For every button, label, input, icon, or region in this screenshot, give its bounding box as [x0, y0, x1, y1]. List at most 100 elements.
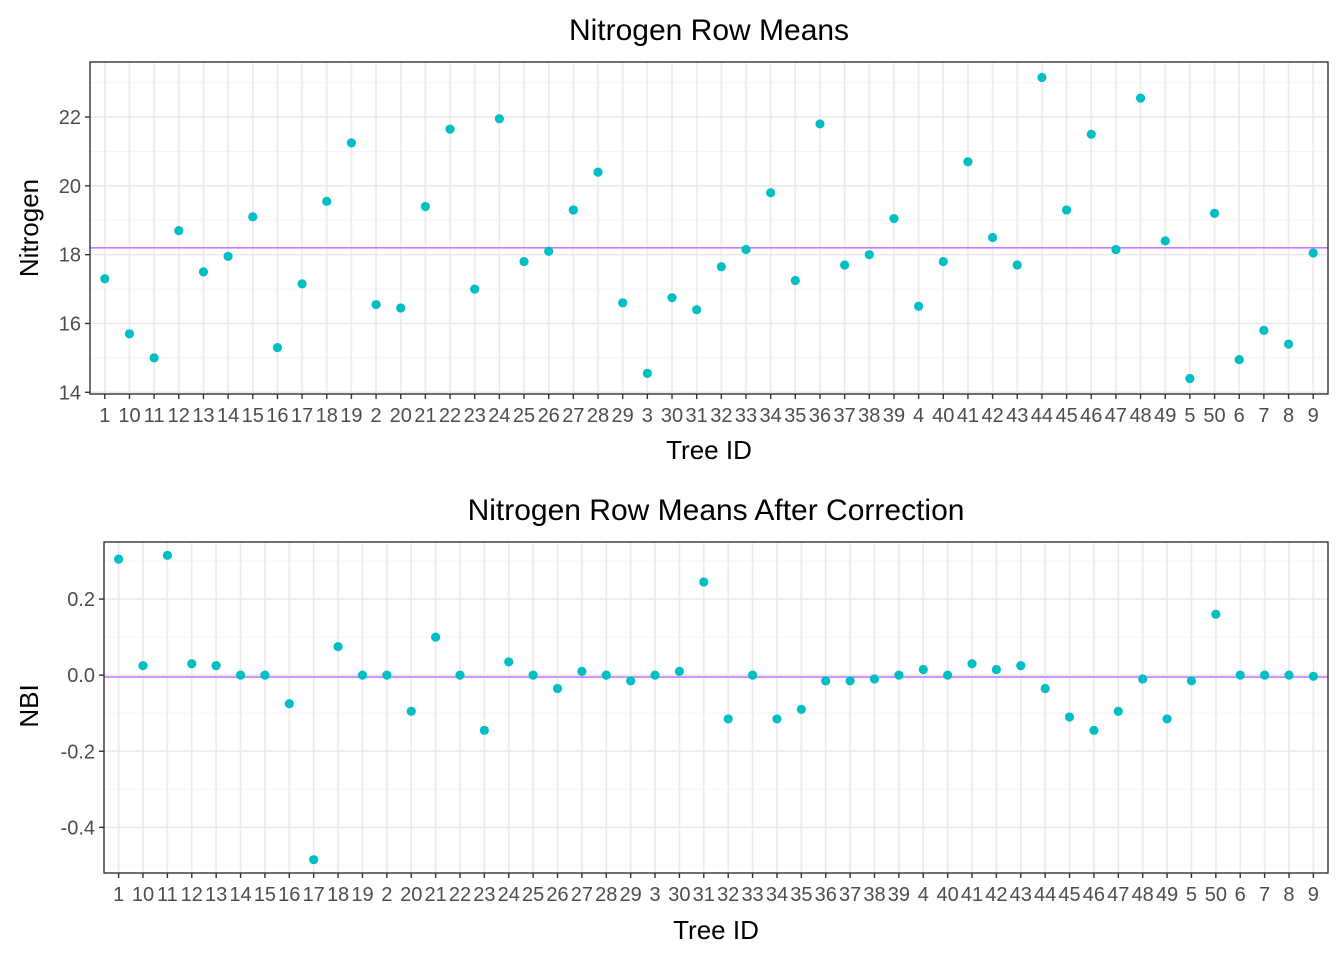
- x-tick-label: 26: [538, 405, 560, 427]
- y-tick-label: 0.2: [67, 589, 95, 611]
- data-point: [162, 550, 172, 560]
- data-point: [1209, 208, 1220, 218]
- x-tick-label: 24: [498, 884, 520, 906]
- x-tick-label: 25: [522, 884, 544, 906]
- data-point: [445, 124, 455, 134]
- x-tick-label: 19: [340, 405, 362, 427]
- data-point: [333, 642, 343, 652]
- y-tick-label: -0.2: [61, 741, 95, 763]
- data-point: [455, 670, 465, 680]
- x-tick-label: 35: [790, 884, 812, 906]
- x-tick-label: 46: [1083, 884, 1105, 906]
- x-tick-label: 4: [913, 405, 924, 427]
- data-point: [692, 305, 702, 315]
- bottom-chart-grid: [104, 542, 1328, 873]
- bottom-chart-title: Nitrogen Row Means After Correction: [468, 494, 965, 527]
- x-tick-label: 40: [937, 884, 959, 906]
- bottom-chart-panel-border: [103, 541, 1329, 874]
- x-tick-label: 42: [985, 884, 1007, 906]
- data-point: [943, 670, 953, 680]
- x-tick-label: 36: [815, 884, 837, 906]
- data-point: [815, 119, 825, 129]
- x-tick-label: 10: [132, 884, 154, 906]
- y-tick-label: 14: [59, 382, 81, 404]
- x-tick-label: 33: [741, 884, 763, 906]
- data-point: [577, 666, 587, 676]
- data-point: [346, 138, 357, 148]
- x-tick-label: 36: [809, 405, 831, 427]
- y-tick-label: 22: [59, 107, 81, 129]
- data-point: [790, 275, 800, 286]
- x-tick-label: 28: [587, 405, 609, 427]
- x-tick-label: 32: [717, 884, 739, 906]
- data-point: [519, 256, 529, 267]
- x-tick-label: 34: [766, 884, 788, 906]
- data-point: [223, 251, 233, 261]
- data-point: [1284, 670, 1294, 680]
- data-point: [297, 279, 307, 289]
- top-chart-y-ticks: 14 16 18 20 22: [59, 107, 90, 404]
- data-point: [309, 855, 319, 865]
- bottom-chart-x-ticks: 1 10 11 12 13 14 15 16 17 18 19 2 20 21 22 23 24 25 26 27 28…: [113, 873, 1319, 906]
- top-chart-title: Nitrogen Row Means: [569, 14, 849, 47]
- x-tick-label: 39: [883, 405, 905, 427]
- data-point: [235, 670, 246, 680]
- bottom-chart-points: [114, 550, 1318, 865]
- data-point: [1037, 72, 1047, 83]
- y-tick-label: -0.4: [61, 817, 95, 839]
- data-point: [406, 706, 416, 716]
- data-point: [772, 714, 782, 724]
- x-tick-label: 46: [1080, 405, 1102, 427]
- data-point: [138, 661, 148, 671]
- x-tick-label: 18: [327, 884, 349, 906]
- data-point: [1308, 248, 1318, 258]
- x-tick-label: 8: [1283, 884, 1294, 906]
- x-tick-label: 41: [961, 884, 983, 906]
- data-point: [1086, 129, 1096, 139]
- x-tick-label: 49: [1156, 884, 1178, 906]
- x-tick-label: 1: [113, 884, 124, 906]
- x-tick-label: 7: [1258, 405, 1269, 427]
- top-chart-x-axis-label: Tree ID: [666, 435, 752, 465]
- top-chart-x-ticks: 1 10 11 12 13 14 15 16 17 18 19 2 20 21 22 23 24 25 26 27 28…: [99, 394, 1319, 427]
- x-tick-label: 29: [612, 405, 634, 427]
- data-point: [1111, 244, 1121, 255]
- data-point: [674, 666, 685, 676]
- x-tick-label: 27: [571, 884, 593, 906]
- data-point: [272, 342, 283, 353]
- data-point: [124, 329, 135, 339]
- x-tick-label: 17: [303, 884, 325, 906]
- x-tick-label: 5: [1186, 884, 1197, 906]
- data-point: [1138, 674, 1148, 684]
- x-tick-label: 39: [888, 884, 910, 906]
- x-tick-label: 27: [562, 405, 584, 427]
- x-tick-label: 31: [686, 405, 708, 427]
- data-point: [667, 293, 677, 303]
- x-tick-label: 42: [981, 405, 1003, 427]
- x-tick-label: 26: [546, 884, 568, 906]
- x-tick-label: 34: [760, 405, 782, 427]
- x-tick-label: 15: [242, 405, 264, 427]
- data-point: [1113, 706, 1123, 716]
- data-point: [840, 260, 850, 270]
- x-tick-label: 44: [1034, 884, 1056, 906]
- data-point: [1160, 236, 1170, 246]
- x-tick-label: 49: [1154, 405, 1176, 427]
- x-tick-label: 2: [371, 405, 382, 427]
- x-tick-label: 21: [424, 884, 446, 906]
- data-point: [796, 704, 806, 715]
- x-tick-label: 9: [1308, 884, 1319, 906]
- data-point: [248, 212, 258, 222]
- data-point: [869, 674, 880, 684]
- x-tick-label: 25: [513, 405, 535, 427]
- data-point: [1234, 354, 1244, 365]
- x-tick-label: 1: [99, 405, 110, 427]
- data-point: [187, 659, 197, 669]
- x-tick-label: 20: [390, 405, 412, 427]
- data-point: [544, 246, 554, 256]
- data-point: [894, 670, 904, 680]
- data-point: [741, 244, 751, 255]
- data-point: [1186, 676, 1197, 686]
